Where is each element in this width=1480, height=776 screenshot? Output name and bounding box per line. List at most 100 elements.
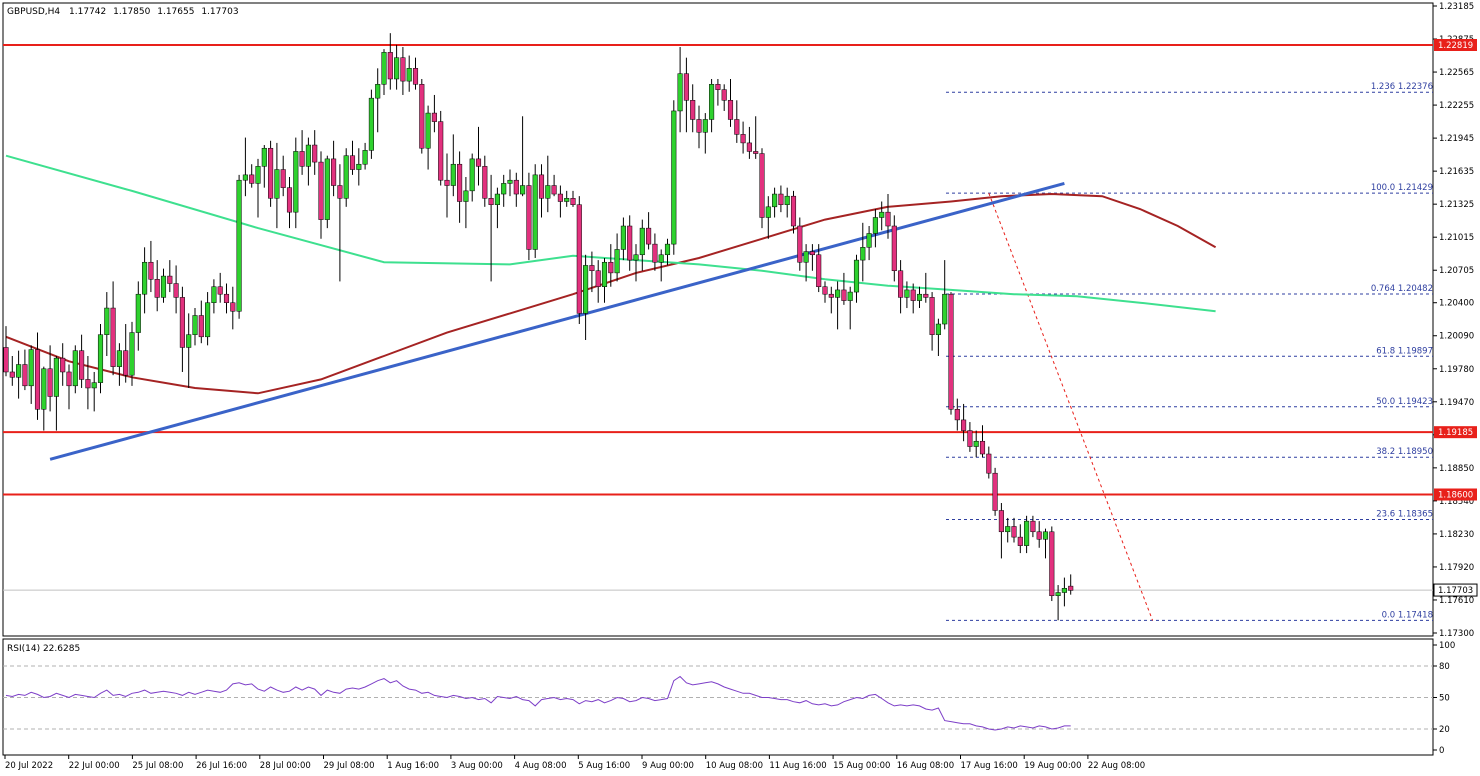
candle [822, 281, 828, 303]
moving-average-red [5, 192, 1217, 395]
candle [891, 215, 897, 282]
candle [387, 33, 393, 90]
price-tick-label: 1.18230 [1439, 530, 1474, 540]
price-tick-label: 1.22565 [1439, 68, 1474, 78]
candle [784, 187, 790, 218]
time-tick-label: 29 Jul 08:00 [324, 761, 375, 771]
candle [268, 140, 274, 207]
candle [293, 137, 299, 229]
candle [935, 318, 941, 356]
candle [242, 137, 248, 197]
candle [129, 321, 135, 386]
candle [450, 134, 456, 197]
candle [205, 292, 211, 346]
candle [179, 286, 185, 372]
candle [236, 174, 242, 319]
fib-level-label: 0.764 1.20482 [1371, 284, 1433, 294]
price-tick-label: 1.18850 [1439, 464, 1474, 474]
price-axis: 1.231851.228751.225651.222551.219451.216… [1433, 2, 1474, 639]
candle [1005, 517, 1011, 543]
time-tick-label: 25 Jul 08:00 [132, 761, 183, 771]
candle [532, 164, 538, 258]
candle [601, 257, 608, 303]
candle [324, 155, 330, 229]
candle [1049, 526, 1055, 602]
fibonacci-levels: 1.236 1.22376 100.0 1.21429 0.764 1.20482 6… [946, 82, 1433, 621]
price-tick-label: 1.19780 [1439, 365, 1474, 375]
candle [72, 345, 78, 394]
candle [683, 57, 689, 133]
candle [589, 251, 595, 293]
time-tick-label: 3 Aug 00:00 [451, 761, 503, 771]
fib-diagonal-line [988, 192, 1154, 621]
candle [772, 187, 778, 218]
candle [866, 226, 872, 261]
candle [1036, 521, 1042, 548]
candle [444, 153, 450, 218]
candle [400, 47, 406, 95]
time-tick-label: 4 Aug 08:00 [515, 761, 567, 771]
candle [898, 260, 904, 314]
symbol-name: GBPUSD,H4 [7, 7, 60, 17]
candle [1011, 517, 1017, 543]
candle [110, 281, 116, 376]
candle [992, 467, 998, 516]
moving-averages [5, 154, 1217, 395]
candle [885, 194, 891, 239]
rsi-tick-label: 0 [1439, 746, 1444, 756]
candle [507, 169, 513, 197]
bar-close: 1.17703 [201, 7, 238, 17]
price-tick-label: 1.18540 [1439, 497, 1474, 507]
candle [860, 222, 866, 282]
time-tick-label: 17 Aug 16:00 [961, 761, 1018, 771]
candle [34, 332, 41, 420]
rsi-header: RSI(14) 22.6285 [7, 644, 80, 654]
candle [734, 100, 740, 143]
candle [381, 49, 387, 95]
candle [702, 113, 708, 154]
candle [198, 300, 204, 344]
candle [79, 334, 85, 388]
candle [1061, 577, 1067, 607]
candle [211, 279, 217, 314]
candle [230, 286, 236, 330]
candle [715, 78, 721, 106]
candle [22, 349, 28, 391]
candle [368, 89, 374, 159]
candle [97, 324, 104, 394]
candle [160, 268, 167, 303]
time-tick-label: 11 Aug 16:00 [769, 761, 826, 771]
candle [457, 151, 463, 223]
price-tick-label: 1.20400 [1439, 299, 1474, 309]
candle [816, 244, 822, 293]
rsi-indicator: 100 80 50 20 0 [3, 641, 1455, 756]
time-tick-label: 22 Jul 00:00 [69, 761, 120, 771]
candle [249, 164, 255, 188]
candle [154, 260, 160, 312]
candle [627, 215, 633, 271]
candle [286, 177, 293, 229]
candle [394, 44, 400, 90]
candle [91, 371, 97, 412]
candle [3, 326, 9, 377]
price-tick-label: 1.20090 [1439, 332, 1474, 342]
candle [721, 84, 727, 111]
candle [167, 260, 173, 293]
time-tick-label: 19 Aug 00:00 [1024, 761, 1081, 771]
price-tick-label: 1.20705 [1439, 266, 1474, 276]
candle [1024, 515, 1030, 554]
price-tick-label: 1.22255 [1439, 101, 1474, 111]
time-tick-label: 16 Aug 08:00 [897, 761, 954, 771]
candle [904, 281, 910, 309]
candle [16, 350, 22, 399]
rsi-tick-label: 50 [1439, 694, 1450, 704]
fib-level-label: 38.2 1.18950 [1376, 447, 1433, 457]
candle [375, 68, 381, 133]
symbol-header: GBPUSD,H4 1.17742 1.17850 1.17655 1.1770… [7, 7, 239, 17]
time-tick-label: 9 Aug 00:00 [642, 761, 694, 771]
candle [299, 130, 305, 175]
moving-average-green [5, 154, 1216, 313]
candle [595, 260, 601, 303]
candle [438, 110, 444, 186]
candle [431, 94, 437, 133]
